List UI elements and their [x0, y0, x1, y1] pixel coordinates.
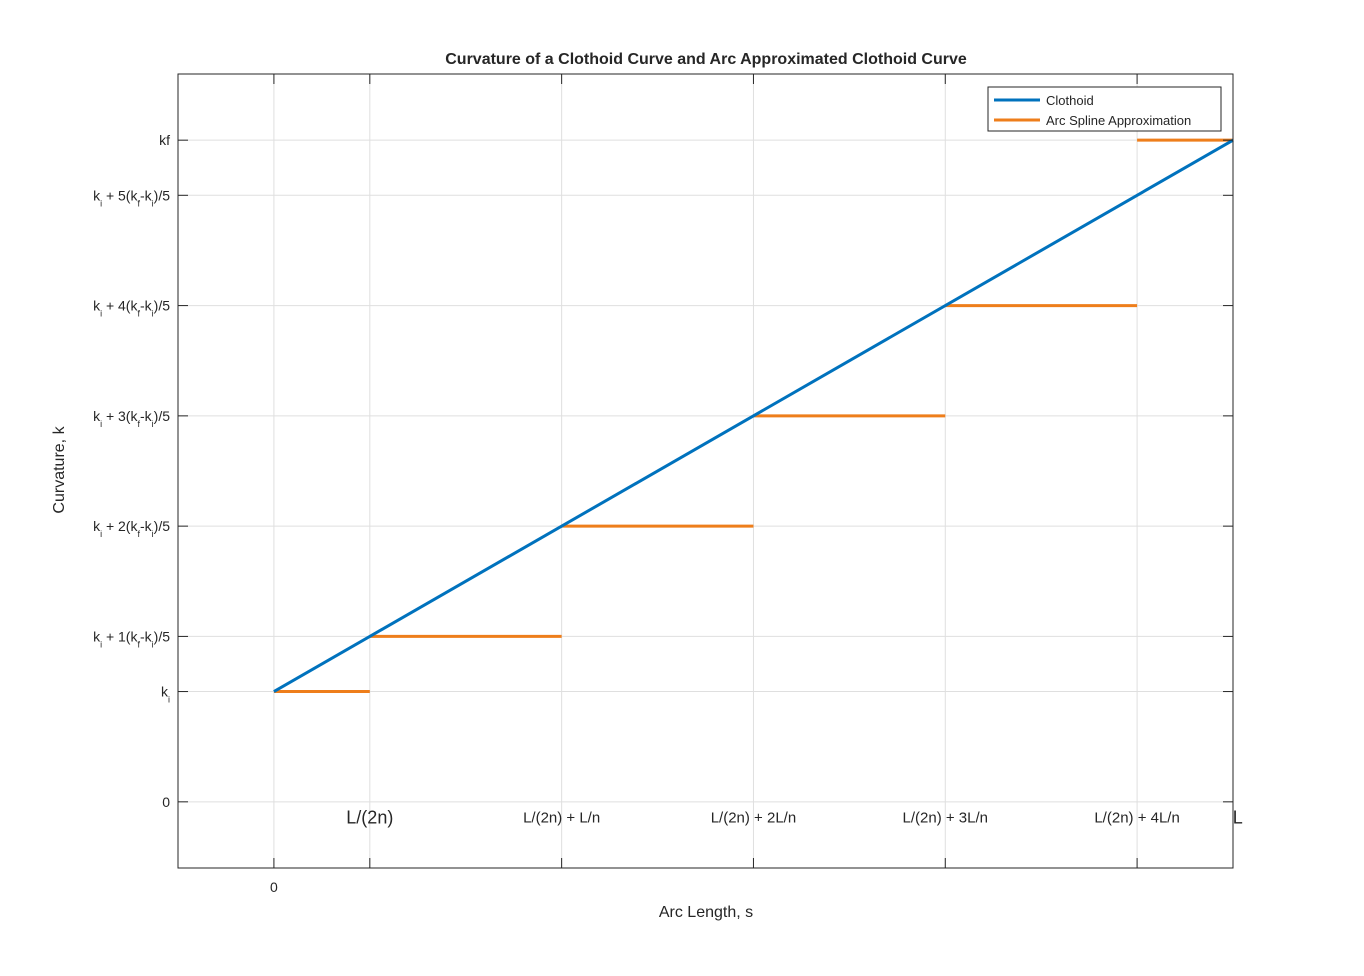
chart-title: Curvature of a Clothoid Curve and Arc Ap…: [445, 51, 967, 68]
annotation-label: L/(2n) + L/n: [523, 810, 600, 827]
y-tick-label: ki + 3(kf-ki)/5: [93, 408, 170, 429]
y-tick-label: ki + 5(kf-ki)/5: [93, 187, 170, 208]
annotation-label: L/(2n) + 4L/n: [1094, 810, 1179, 827]
legend-label: Arc Spline Approximation: [1046, 113, 1191, 128]
plot-background: [178, 74, 1233, 868]
y-axis-label: Curvature, k: [51, 425, 68, 513]
y-tick-label: ki + 1(kf-ki)/5: [93, 628, 170, 649]
y-tick-label: ki + 2(kf-ki)/5: [93, 518, 170, 539]
tick-labels: 0 0 ki ki + 1(kf-ki)/5 ki + 2(kf-ki)/5 ki + 3…: [93, 132, 278, 895]
y-tick-label: kf: [159, 132, 170, 148]
annotation-label: L/(2n): [346, 808, 393, 828]
y-tick-label: ki: [161, 684, 170, 705]
legend: Clothoid Arc Spline Approximation: [987, 86, 1222, 132]
y-tick-label: ki + 4(kf-ki)/5: [93, 298, 170, 319]
y-tick-label: 0: [162, 794, 170, 810]
ticks: [178, 74, 1234, 868]
x-axis-label: Arc Length, s: [659, 904, 753, 921]
series-clothoid-line: [273, 138, 1234, 693]
series-layer: [273, 138, 1234, 694]
axes-box: [177, 73, 1234, 869]
legend-box: [987, 86, 1222, 132]
annotation-label: L: [1233, 808, 1243, 828]
legend-label: Clothoid: [1046, 93, 1094, 108]
annotation-label: L/(2n) + 3L/n: [903, 810, 988, 827]
annotation-label: L/(2n) + 2L/n: [711, 810, 796, 827]
x-tick-label: 0: [270, 879, 278, 895]
annotations: L/(2n) L/(2n) + L/n L/(2n) + 2L/n L/(2n) + …: [346, 808, 1243, 828]
